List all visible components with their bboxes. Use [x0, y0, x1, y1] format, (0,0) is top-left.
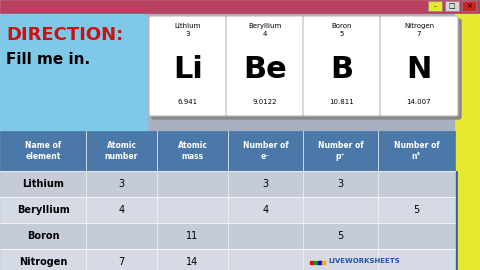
FancyBboxPatch shape [226, 16, 304, 116]
Text: 9.0122: 9.0122 [253, 99, 277, 105]
FancyBboxPatch shape [149, 16, 227, 116]
Text: 7: 7 [119, 257, 125, 267]
Text: Number of
p⁺: Number of p⁺ [318, 141, 363, 161]
Bar [452, 171, 457, 270]
Text: 4: 4 [263, 205, 269, 215]
Bar [462, 1, 476, 11]
Text: 11: 11 [186, 231, 199, 241]
Text: Beryllium: Beryllium [248, 23, 282, 29]
Bar [0, 197, 455, 223]
Text: □: □ [449, 3, 456, 9]
Text: 10.811: 10.811 [330, 99, 354, 105]
Text: Beryllium: Beryllium [17, 205, 70, 215]
Bar [148, 13, 480, 131]
Bar [322, 261, 325, 264]
Text: 3: 3 [337, 179, 344, 189]
FancyBboxPatch shape [380, 16, 458, 116]
Text: 7: 7 [417, 31, 421, 37]
Text: Number of
e⁻: Number of e⁻ [242, 141, 288, 161]
Text: B: B [330, 56, 354, 85]
Text: LIVEWORKSHEETS: LIVEWORKSHEETS [328, 258, 400, 264]
Text: 5: 5 [413, 205, 420, 215]
Bar [314, 261, 317, 264]
Bar [455, 13, 480, 270]
Text: 4: 4 [263, 31, 267, 37]
Bar [0, 131, 455, 171]
Text: Fill me in.: Fill me in. [6, 52, 90, 68]
Bar [310, 261, 313, 264]
Bar [0, 13, 148, 270]
FancyBboxPatch shape [306, 19, 384, 119]
Text: 4: 4 [119, 205, 125, 215]
Bar [428, 1, 442, 11]
FancyBboxPatch shape [383, 19, 461, 119]
Text: Be: Be [243, 56, 287, 85]
FancyBboxPatch shape [303, 16, 381, 116]
Bar [0, 249, 455, 270]
Bar [0, 171, 455, 197]
Text: DIRECTION:: DIRECTION: [6, 26, 123, 44]
Text: 14: 14 [186, 257, 199, 267]
Text: Lithium: Lithium [175, 23, 201, 29]
Text: Nitrogen: Nitrogen [404, 23, 434, 29]
Text: -: - [434, 3, 436, 9]
Bar [0, 223, 455, 249]
Text: 14.007: 14.007 [407, 99, 432, 105]
Text: Number of
n°: Number of n° [394, 141, 439, 161]
Bar [445, 1, 459, 11]
Bar [0, 0, 480, 13]
Text: 5: 5 [337, 231, 344, 241]
Text: Atomic
number: Atomic number [105, 141, 138, 161]
Text: Lithium: Lithium [22, 179, 64, 189]
Text: Name of
element: Name of element [25, 141, 61, 161]
Text: 3: 3 [119, 179, 125, 189]
Text: Atomic
mass: Atomic mass [178, 141, 207, 161]
Text: Boron: Boron [27, 231, 59, 241]
Text: 6.941: 6.941 [178, 99, 198, 105]
Text: Li: Li [173, 56, 203, 85]
Text: Boron: Boron [332, 23, 352, 29]
Text: N: N [406, 56, 432, 85]
FancyBboxPatch shape [152, 19, 230, 119]
Text: 5: 5 [340, 31, 344, 37]
Text: 3: 3 [263, 179, 269, 189]
Text: Nitrogen: Nitrogen [19, 257, 67, 267]
Bar [318, 261, 321, 264]
Text: 3: 3 [186, 31, 190, 37]
FancyBboxPatch shape [229, 19, 307, 119]
Text: ×: × [466, 3, 472, 9]
